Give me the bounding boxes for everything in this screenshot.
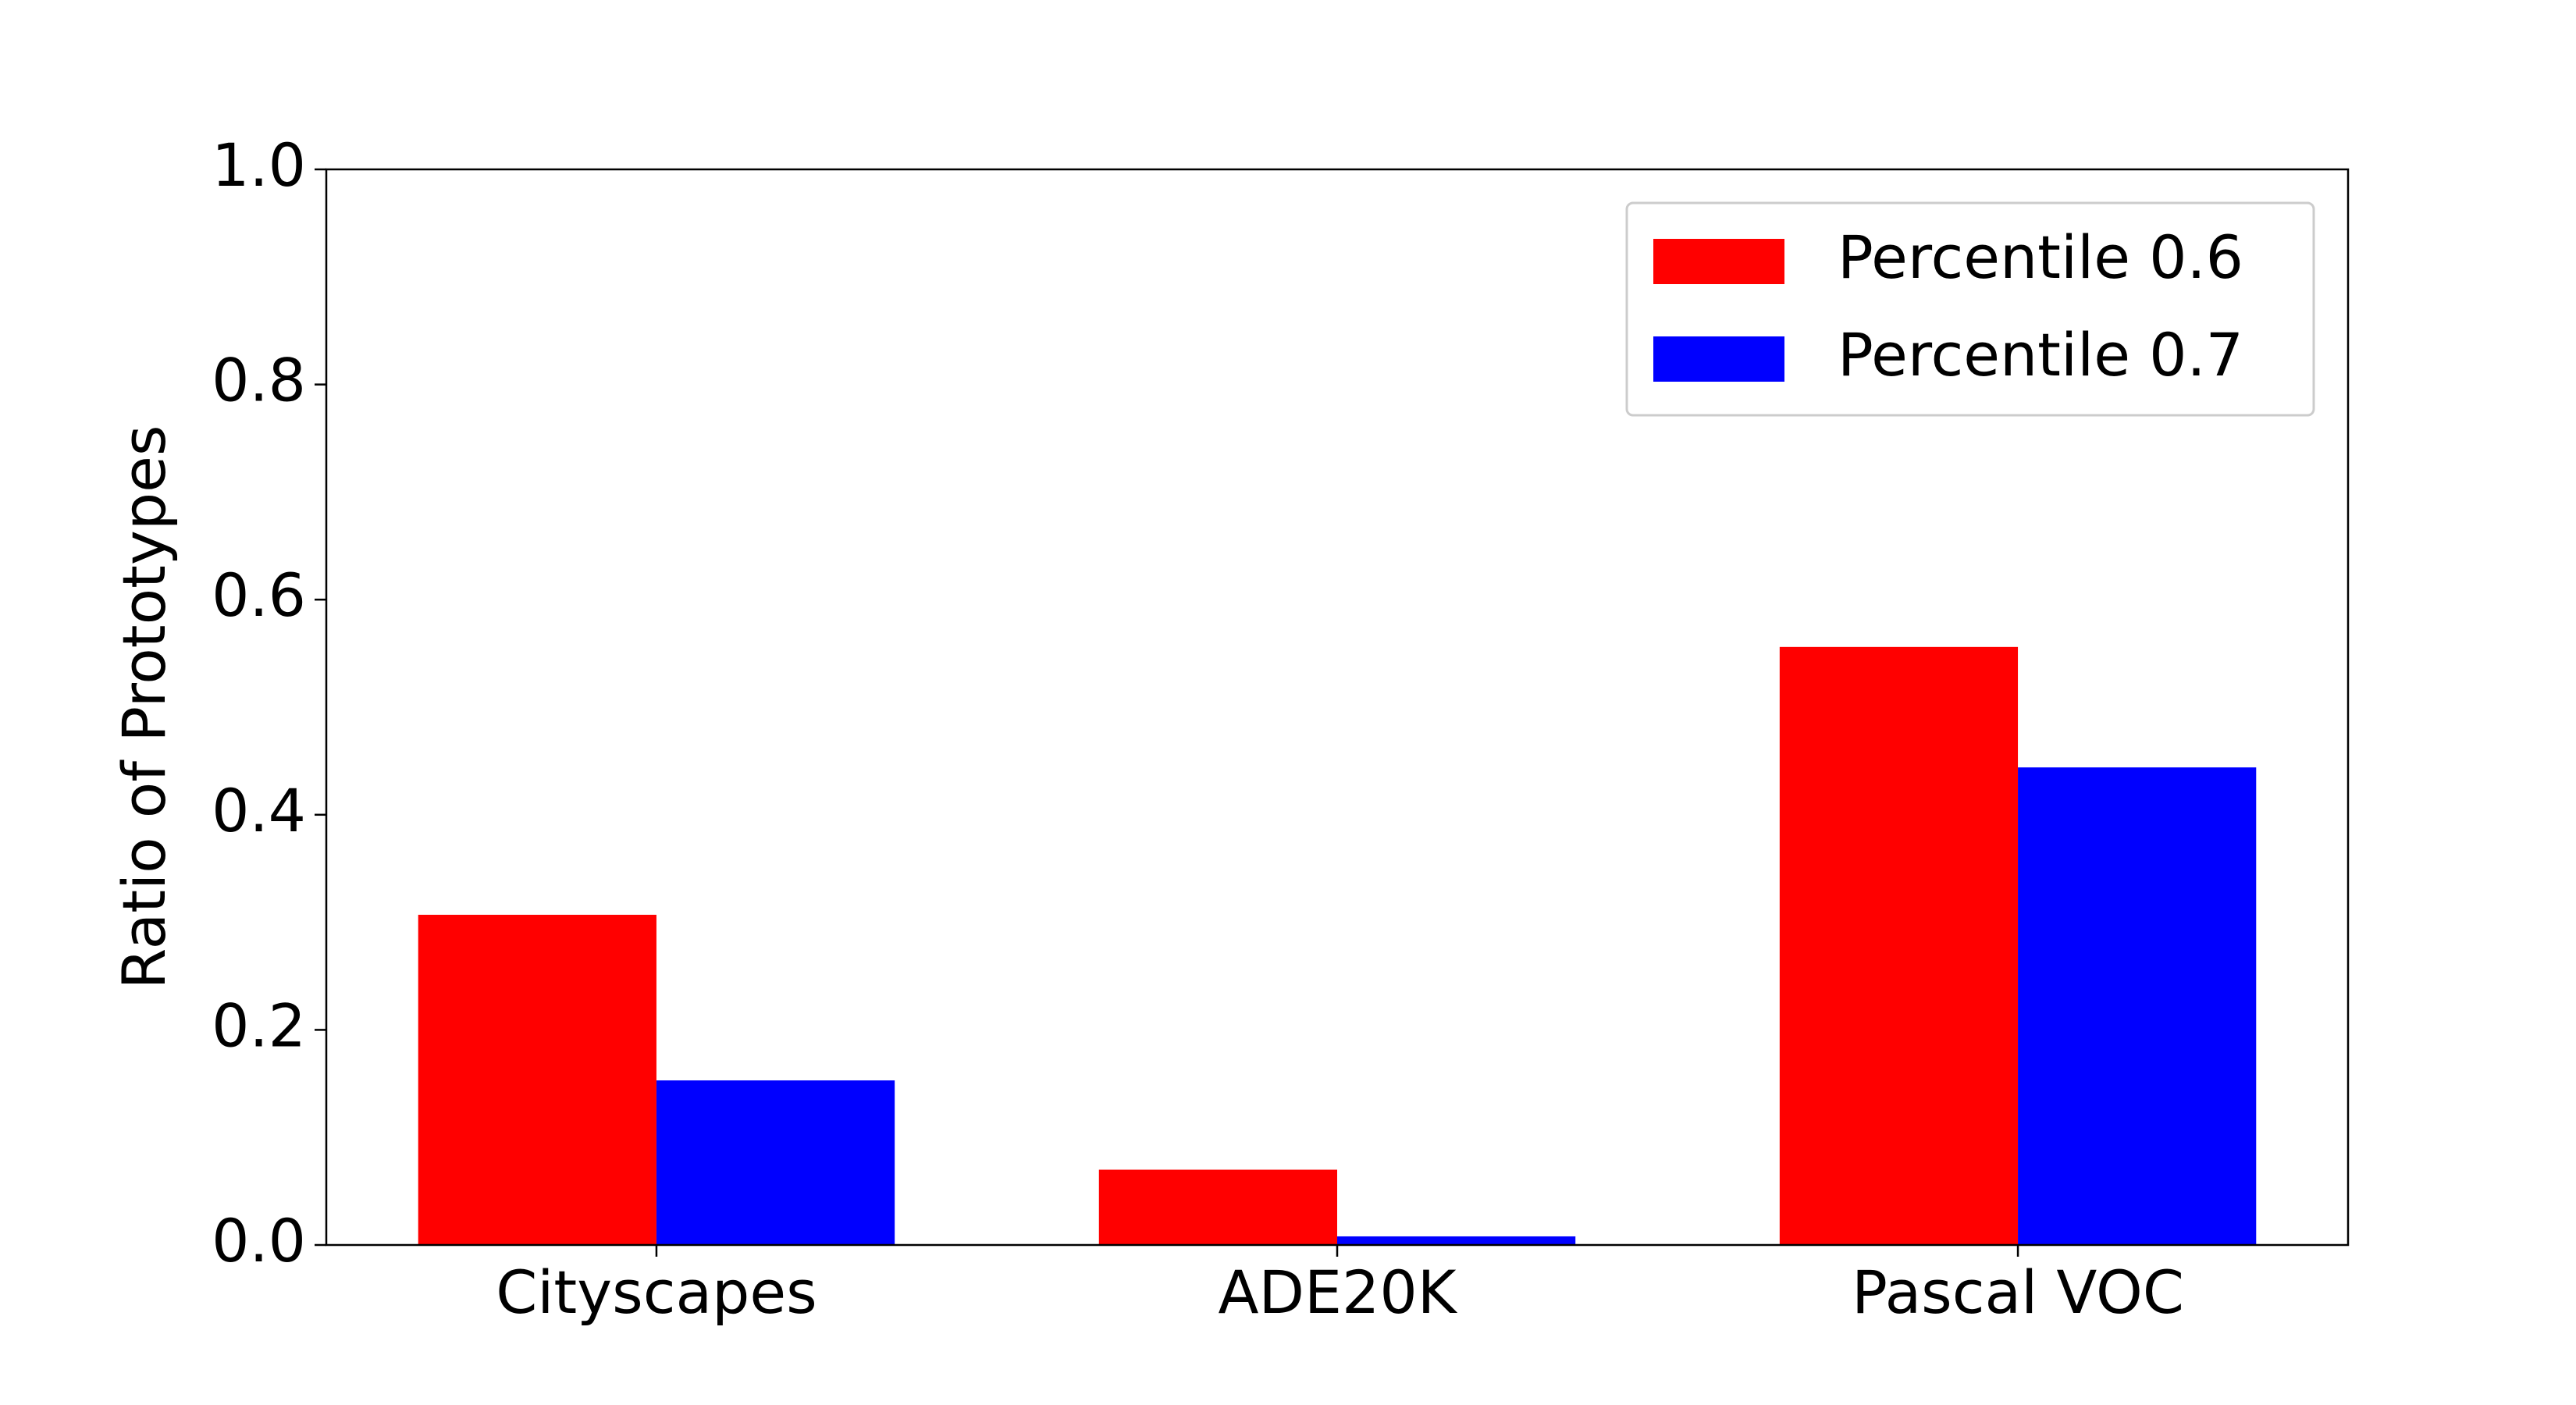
x-tick-label: Pascal VOC [1852,1257,2184,1327]
y-tick-label: 0.0 [212,1206,306,1275]
bar [1779,646,2019,1245]
bar [656,1080,895,1245]
legend-swatch [1653,239,1784,284]
y-tick-label: 0.4 [212,776,306,845]
legend-label: Percentile 0.6 [1838,222,2243,292]
y-axis-label: Ratio of Prototypes [109,425,179,990]
legend-label: Percentile 0.7 [1838,320,2243,389]
y-tick-label: 1.0 [212,130,306,200]
x-tick-label: ADE20K [1218,1257,1457,1327]
y-tick-label: 0.6 [212,560,306,630]
legend-swatch [1653,336,1784,382]
y-tick-label: 0.2 [212,991,306,1060]
bar [2018,767,2257,1245]
bar [1337,1236,1576,1245]
x-tick-label: Cityscapes [496,1257,817,1327]
plot-frame [325,168,2350,1247]
bar [418,914,656,1245]
legend-box [1625,201,2315,417]
bar [1098,1169,1337,1245]
y-tick-label: 0.8 [212,346,306,415]
